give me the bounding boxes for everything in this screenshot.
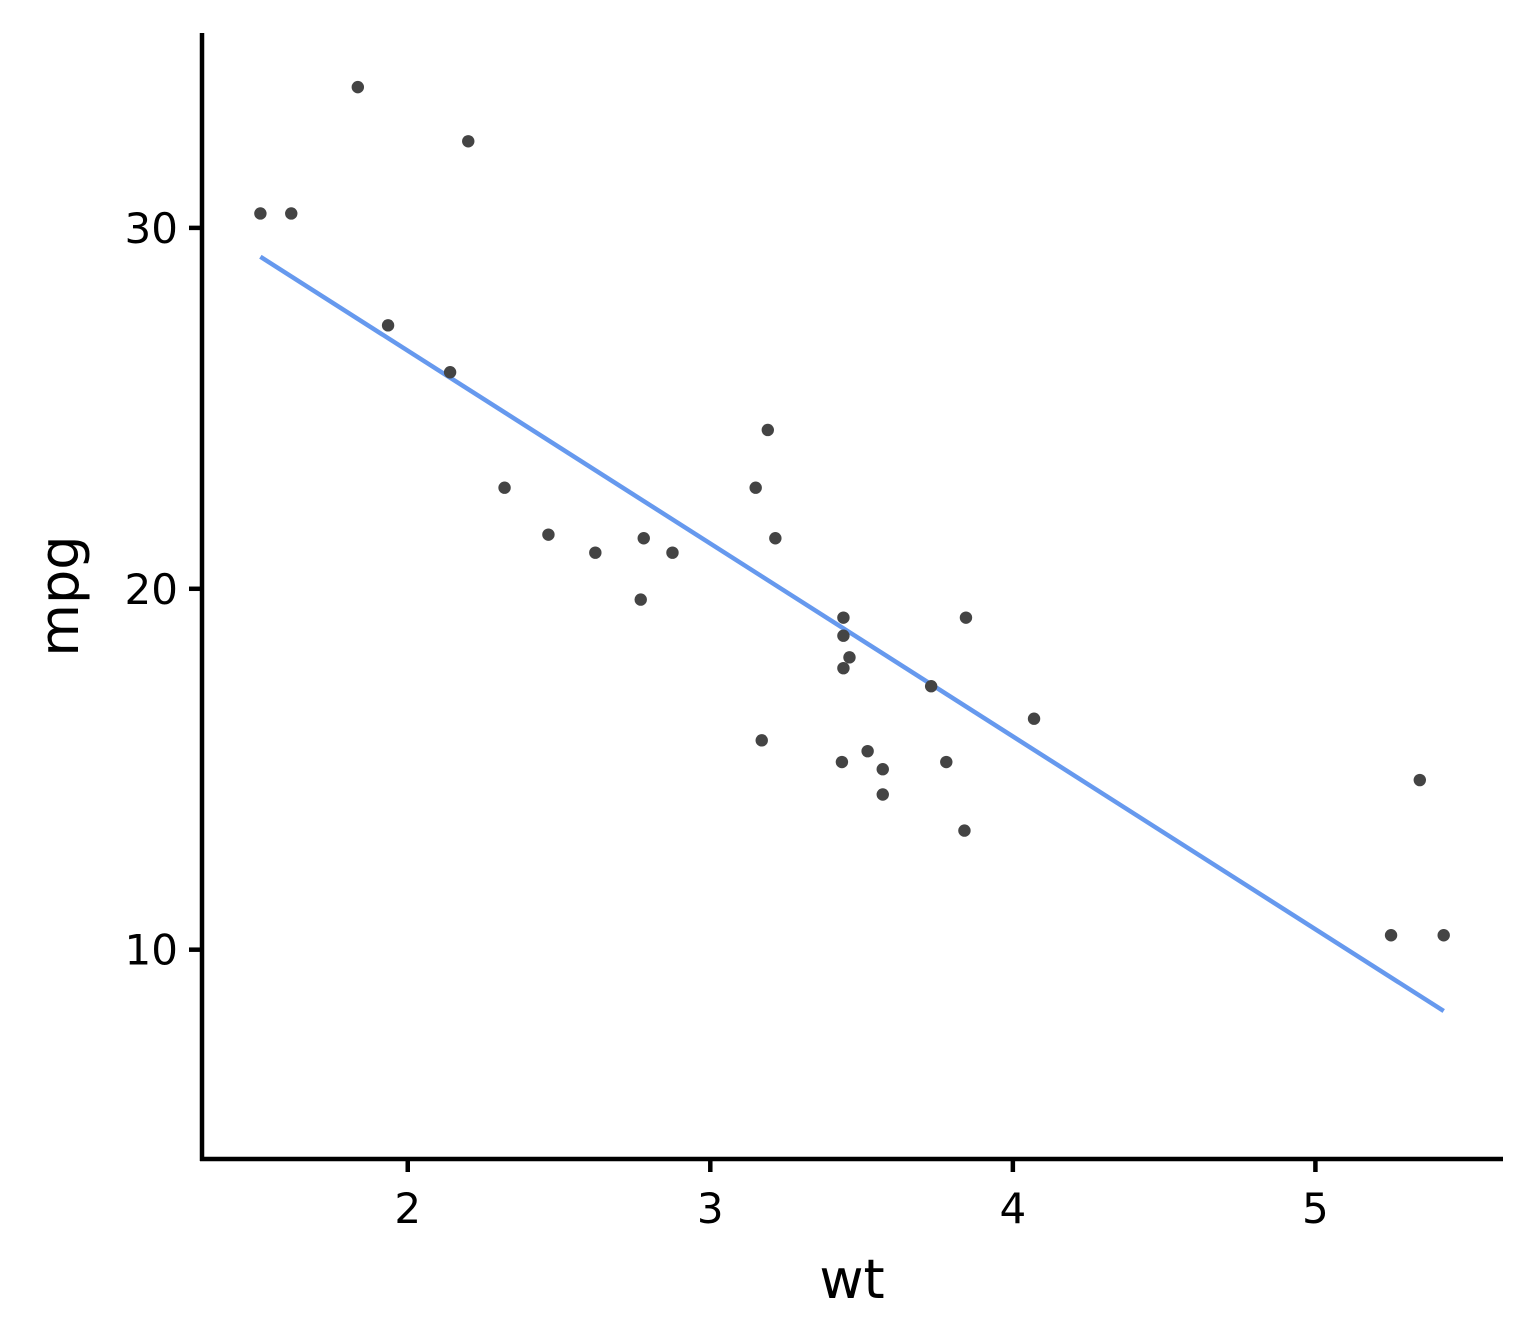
data-point-10 [634, 593, 647, 606]
data-point-27 [958, 824, 971, 837]
data-point-26 [940, 755, 953, 769]
data-point-1 [254, 207, 267, 220]
data-point-32 [1437, 929, 1450, 942]
data-point-18 [837, 629, 850, 642]
data-point-6 [462, 135, 475, 148]
data-point-24 [876, 763, 889, 776]
x-tick-label-3: 3 [697, 1184, 724, 1233]
data-point-9 [589, 546, 602, 559]
data-point-7 [498, 481, 511, 494]
data-point-14 [755, 734, 768, 747]
y-tick-label-10: 10 [125, 926, 178, 975]
data-point-12 [666, 546, 679, 559]
data-point-5 [443, 366, 457, 379]
trend-layer [259, 254, 1445, 1013]
x-axis-ticks: 2 3 4 5 [394, 1159, 1329, 1233]
y-tick-label-20: 20 [125, 565, 178, 614]
data-point-8 [542, 528, 555, 541]
y-tick-label-30: 30 [125, 204, 178, 253]
trend-line [259, 254, 1445, 1013]
points-layer [254, 80, 1450, 942]
y-axis-ticks: 10 20 30 [125, 204, 202, 975]
x-tick-label-5: 5 [1302, 1184, 1329, 1233]
data-point-29 [1027, 712, 1041, 725]
data-point-3 [351, 80, 365, 94]
data-point-13 [749, 481, 762, 494]
data-point-2 [285, 207, 298, 220]
data-point-11 [637, 532, 650, 545]
data-point-30 [1384, 929, 1398, 942]
data-point-22 [861, 744, 874, 758]
y-axis-title: mpg [28, 535, 91, 656]
data-point-25 [924, 680, 938, 693]
data-point-20 [837, 661, 850, 675]
data-point-31 [1413, 773, 1426, 787]
x-tick-label-2: 2 [394, 1184, 421, 1233]
data-point-23 [876, 788, 889, 801]
x-tick-label-4: 4 [999, 1184, 1026, 1233]
data-point-4 [381, 319, 395, 332]
x-axis-title: wt [819, 1248, 884, 1311]
data-point-16 [769, 532, 782, 545]
data-point-21 [843, 651, 856, 664]
data-point-28 [959, 611, 973, 624]
data-point-17 [835, 755, 849, 769]
data-point-15 [761, 423, 774, 437]
data-point-19 [837, 611, 850, 624]
